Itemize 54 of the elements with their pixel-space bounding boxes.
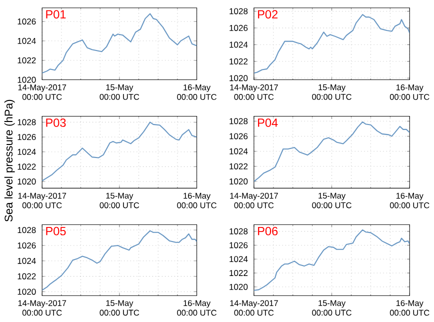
x-tick-label: 14-May-2017 00:00 UTC <box>230 192 278 208</box>
y-axis-title: Sea level pressure (hPa) <box>4 100 15 222</box>
x-tick-label: 14-May-2017 00:00 UTC <box>230 300 278 316</box>
chart-title: P06 <box>258 226 278 236</box>
y-tick-label: 1022 <box>18 164 36 170</box>
x-tick-label: 16-May 00:00 UTC <box>390 300 430 316</box>
chart-title: P05 <box>46 226 66 236</box>
x-tick-label: 15-May 00:00 UTC <box>100 300 140 316</box>
y-tick-label: 1022 <box>230 163 248 170</box>
y-tick-label: 1024 <box>18 148 36 155</box>
y-tick-label: 1028 <box>230 228 248 234</box>
y-tick-label: 1020 <box>18 178 36 184</box>
chart-title: P04 <box>258 118 278 127</box>
x-tick-label: 16-May 00:00 UTC <box>390 84 430 100</box>
y-tick-label: 1022 <box>18 273 36 280</box>
chart-title: P01 <box>46 10 66 18</box>
x-tick-label: 15-May 00:00 UTC <box>100 84 140 100</box>
y-tick-label: 1022 <box>230 58 248 64</box>
x-tick-label: 14-May-2017 00:00 UTC <box>230 84 278 100</box>
y-tick-label: 1020 <box>230 284 248 290</box>
y-tick-label: 1026 <box>230 242 248 248</box>
y-tick-label: 1020 <box>230 75 248 82</box>
y-tick-label: 1028 <box>230 8 248 14</box>
y-tick-label: 1028 <box>18 226 36 233</box>
y-tick-label: 1028 <box>230 118 248 124</box>
y-tick-label: 1028 <box>18 119 36 126</box>
x-tick-label: 15-May 00:00 UTC <box>312 192 352 208</box>
x-tick-label: 15-May 00:00 UTC <box>312 84 352 100</box>
x-tick-label: 16-May 00:00 UTC <box>177 192 216 208</box>
y-tick-label: 1026 <box>230 133 248 140</box>
x-tick-label: 16-May 00:00 UTC <box>177 84 216 100</box>
y-tick-label: 1022 <box>18 57 36 64</box>
x-tick-label: 15-May 00:00 UTC <box>312 300 352 316</box>
y-tick-label: 1020 <box>18 76 36 83</box>
y-tick-label: 1020 <box>230 178 248 184</box>
y-tick-label: 1020 <box>18 288 36 295</box>
x-tick-label: 14-May-2017 00:00 UTC <box>18 300 66 316</box>
y-tick-label: 1026 <box>18 242 36 248</box>
y-tick-label: 1026 <box>18 18 36 24</box>
y-tick-label: 1026 <box>230 24 248 31</box>
x-tick-label: 15-May 00:00 UTC <box>100 192 140 208</box>
y-tick-label: 1022 <box>230 270 248 276</box>
y-tick-label: 1024 <box>18 38 36 44</box>
x-tick-label: 14-May-2017 00:00 UTC <box>18 84 66 100</box>
x-tick-label: 16-May 00:00 UTC <box>390 192 430 208</box>
y-tick-label: 1026 <box>18 134 36 140</box>
y-tick-label: 1024 <box>230 256 248 262</box>
y-tick-label: 1024 <box>18 258 36 264</box>
y-tick-label: 1024 <box>230 42 248 48</box>
chart-title: P03 <box>46 118 66 127</box>
x-tick-label: 16-May 00:00 UTC <box>177 300 216 316</box>
x-tick-label: 14-May-2017 00:00 UTC <box>18 192 66 208</box>
chart-title: P02 <box>258 10 278 18</box>
y-tick-label: 1024 <box>230 148 248 154</box>
